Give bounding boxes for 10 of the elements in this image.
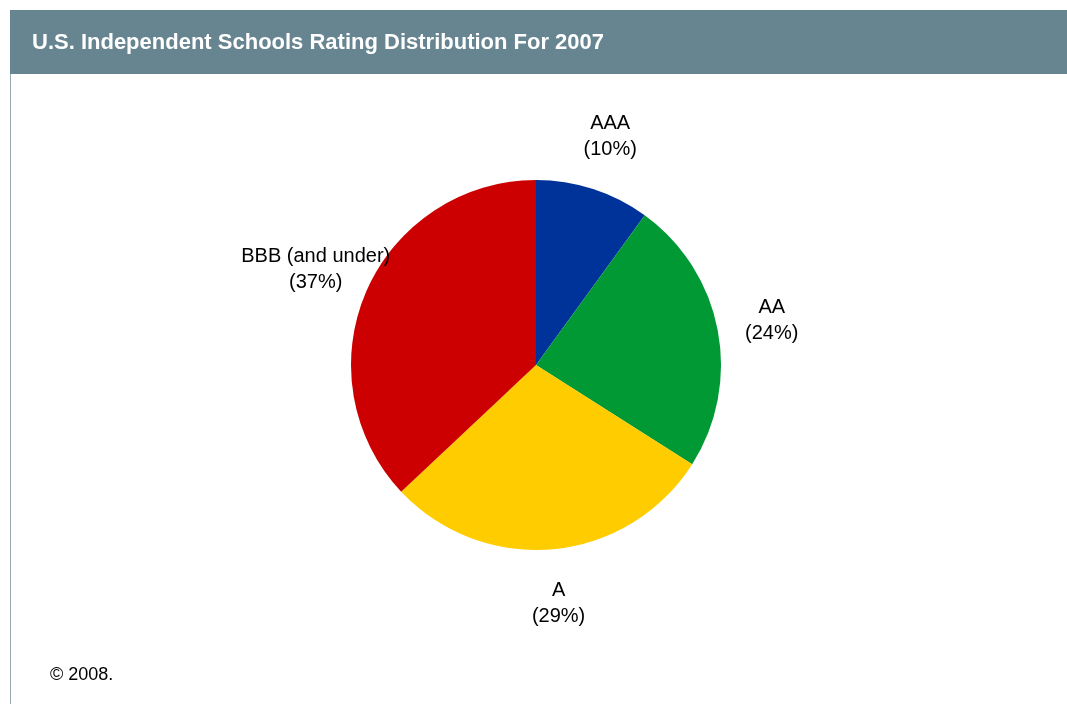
chart-title: U.S. Independent Schools Rating Distribution For 2007	[10, 10, 1067, 74]
data-label: (29%)	[531, 604, 586, 627]
slice-label: AAA	[590, 111, 631, 134]
data-label: (24%)	[745, 320, 799, 343]
slice-label: BBB (and under)	[241, 244, 391, 267]
slice-label: A	[551, 578, 566, 601]
data-label: (37%)	[289, 270, 343, 293]
slice-label: AA	[758, 294, 786, 317]
data-label: (10%)	[583, 137, 637, 160]
text: © 2008.	[50, 664, 114, 685]
